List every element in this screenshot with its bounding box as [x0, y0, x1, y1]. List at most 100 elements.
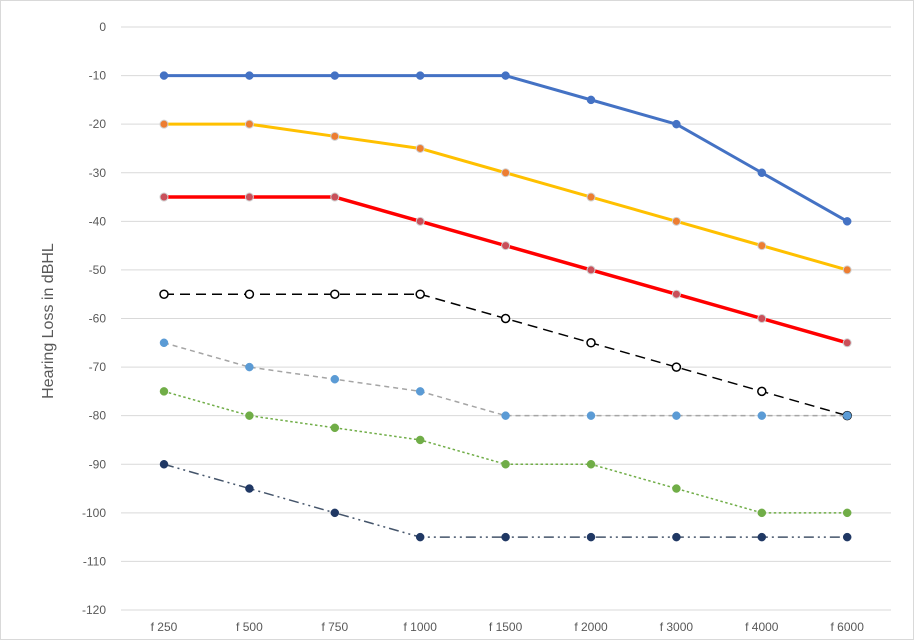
data-point — [501, 460, 510, 469]
data-point — [671, 362, 682, 372]
data-point — [159, 289, 169, 299]
data-point — [330, 423, 340, 433]
y-tick-label: -70 — [89, 360, 107, 374]
series-line — [163, 342, 848, 417]
data-point — [672, 484, 681, 493]
y-tick-label: -50 — [89, 263, 107, 277]
data-point — [842, 508, 852, 518]
data-series — [159, 71, 852, 542]
y-axis-label: Hearing Loss in dBHL — [40, 243, 57, 399]
series-line — [164, 74, 848, 223]
data-point — [586, 192, 596, 202]
data-point — [244, 289, 255, 299]
y-tick-labels: 0 -10 -20 -30 -40 -50 -60 -70 -80 -90 -100 -110 -120 — [82, 20, 106, 617]
data-point — [415, 289, 425, 299]
data-point — [757, 386, 767, 397]
data-point — [500, 313, 511, 324]
data-point — [245, 484, 254, 493]
x-tick-label: f 250 — [151, 620, 178, 634]
data-point — [245, 362, 254, 372]
x-tick-label: f 750 — [321, 620, 348, 634]
data-point — [842, 532, 852, 542]
data-point — [586, 460, 596, 469]
data-point — [415, 216, 425, 226]
data-point — [672, 411, 681, 420]
data-point — [586, 95, 596, 105]
data-point — [330, 289, 340, 299]
y-tick-label: -60 — [89, 312, 107, 326]
data-point — [842, 217, 852, 226]
y-tick-label: -10 — [89, 69, 107, 83]
data-point — [330, 508, 340, 518]
data-point — [586, 265, 596, 275]
y-tick-label: -80 — [89, 409, 107, 423]
series-3 — [159, 192, 852, 348]
x-tick-label: f 500 — [236, 620, 263, 634]
series-6 — [159, 387, 852, 518]
y-tick-label: -40 — [89, 214, 107, 228]
data-point — [757, 314, 767, 323]
data-point — [501, 71, 510, 80]
data-point — [672, 532, 681, 542]
y-tick-label: -20 — [89, 117, 107, 131]
y-tick-label: -120 — [82, 603, 106, 617]
data-point — [159, 460, 169, 469]
data-point — [159, 387, 169, 396]
data-point — [757, 168, 767, 177]
y-tick-label: -110 — [83, 554, 106, 568]
data-point — [159, 192, 169, 202]
x-tick-label: f 2000 — [574, 620, 608, 634]
series-7 — [159, 460, 852, 542]
data-point — [415, 71, 425, 80]
data-point — [842, 411, 852, 420]
x-tick-label: f 4000 — [745, 620, 779, 634]
data-point — [757, 532, 767, 542]
data-point — [245, 411, 254, 420]
series-5 — [159, 338, 852, 420]
data-point — [501, 168, 511, 178]
data-point — [244, 192, 254, 202]
x-tick-labels: f 250 f 500 f 750 f 1000 f 1500 f 2000 f 3000 f… — [151, 620, 865, 634]
data-point — [671, 289, 681, 299]
x-tick-label: f 1000 — [404, 620, 438, 634]
data-point — [330, 192, 340, 202]
x-tick-label: f 3000 — [660, 620, 694, 634]
y-tick-label: -90 — [89, 457, 107, 471]
data-point — [330, 71, 340, 80]
data-point — [842, 338, 852, 348]
y-tick-label: 0 — [99, 20, 106, 34]
data-point — [415, 387, 425, 396]
data-point — [757, 411, 767, 420]
data-point — [245, 71, 254, 80]
data-point — [244, 119, 254, 129]
data-point — [415, 435, 425, 445]
data-point — [415, 532, 425, 542]
data-point — [757, 508, 767, 518]
x-tick-label: f 1500 — [489, 620, 523, 634]
data-point — [671, 216, 681, 226]
data-point — [586, 532, 596, 542]
data-point — [501, 532, 510, 542]
data-point — [159, 119, 169, 129]
data-point — [501, 411, 510, 420]
y-tick-label: -100 — [82, 506, 106, 520]
data-point — [672, 119, 681, 129]
data-point — [586, 411, 596, 420]
series-4 — [159, 289, 852, 421]
series-line — [163, 390, 848, 514]
data-point — [159, 71, 169, 80]
x-tick-label: f 6000 — [831, 620, 865, 634]
data-point — [501, 241, 511, 251]
series-2 — [159, 119, 852, 275]
data-point — [330, 374, 340, 384]
series-line — [163, 463, 848, 538]
data-point — [330, 131, 340, 141]
data-point — [415, 143, 425, 153]
series-1 — [159, 71, 852, 226]
data-point — [586, 338, 596, 348]
data-point — [757, 241, 767, 251]
data-point — [159, 338, 169, 348]
y-tick-label: -30 — [89, 166, 107, 180]
